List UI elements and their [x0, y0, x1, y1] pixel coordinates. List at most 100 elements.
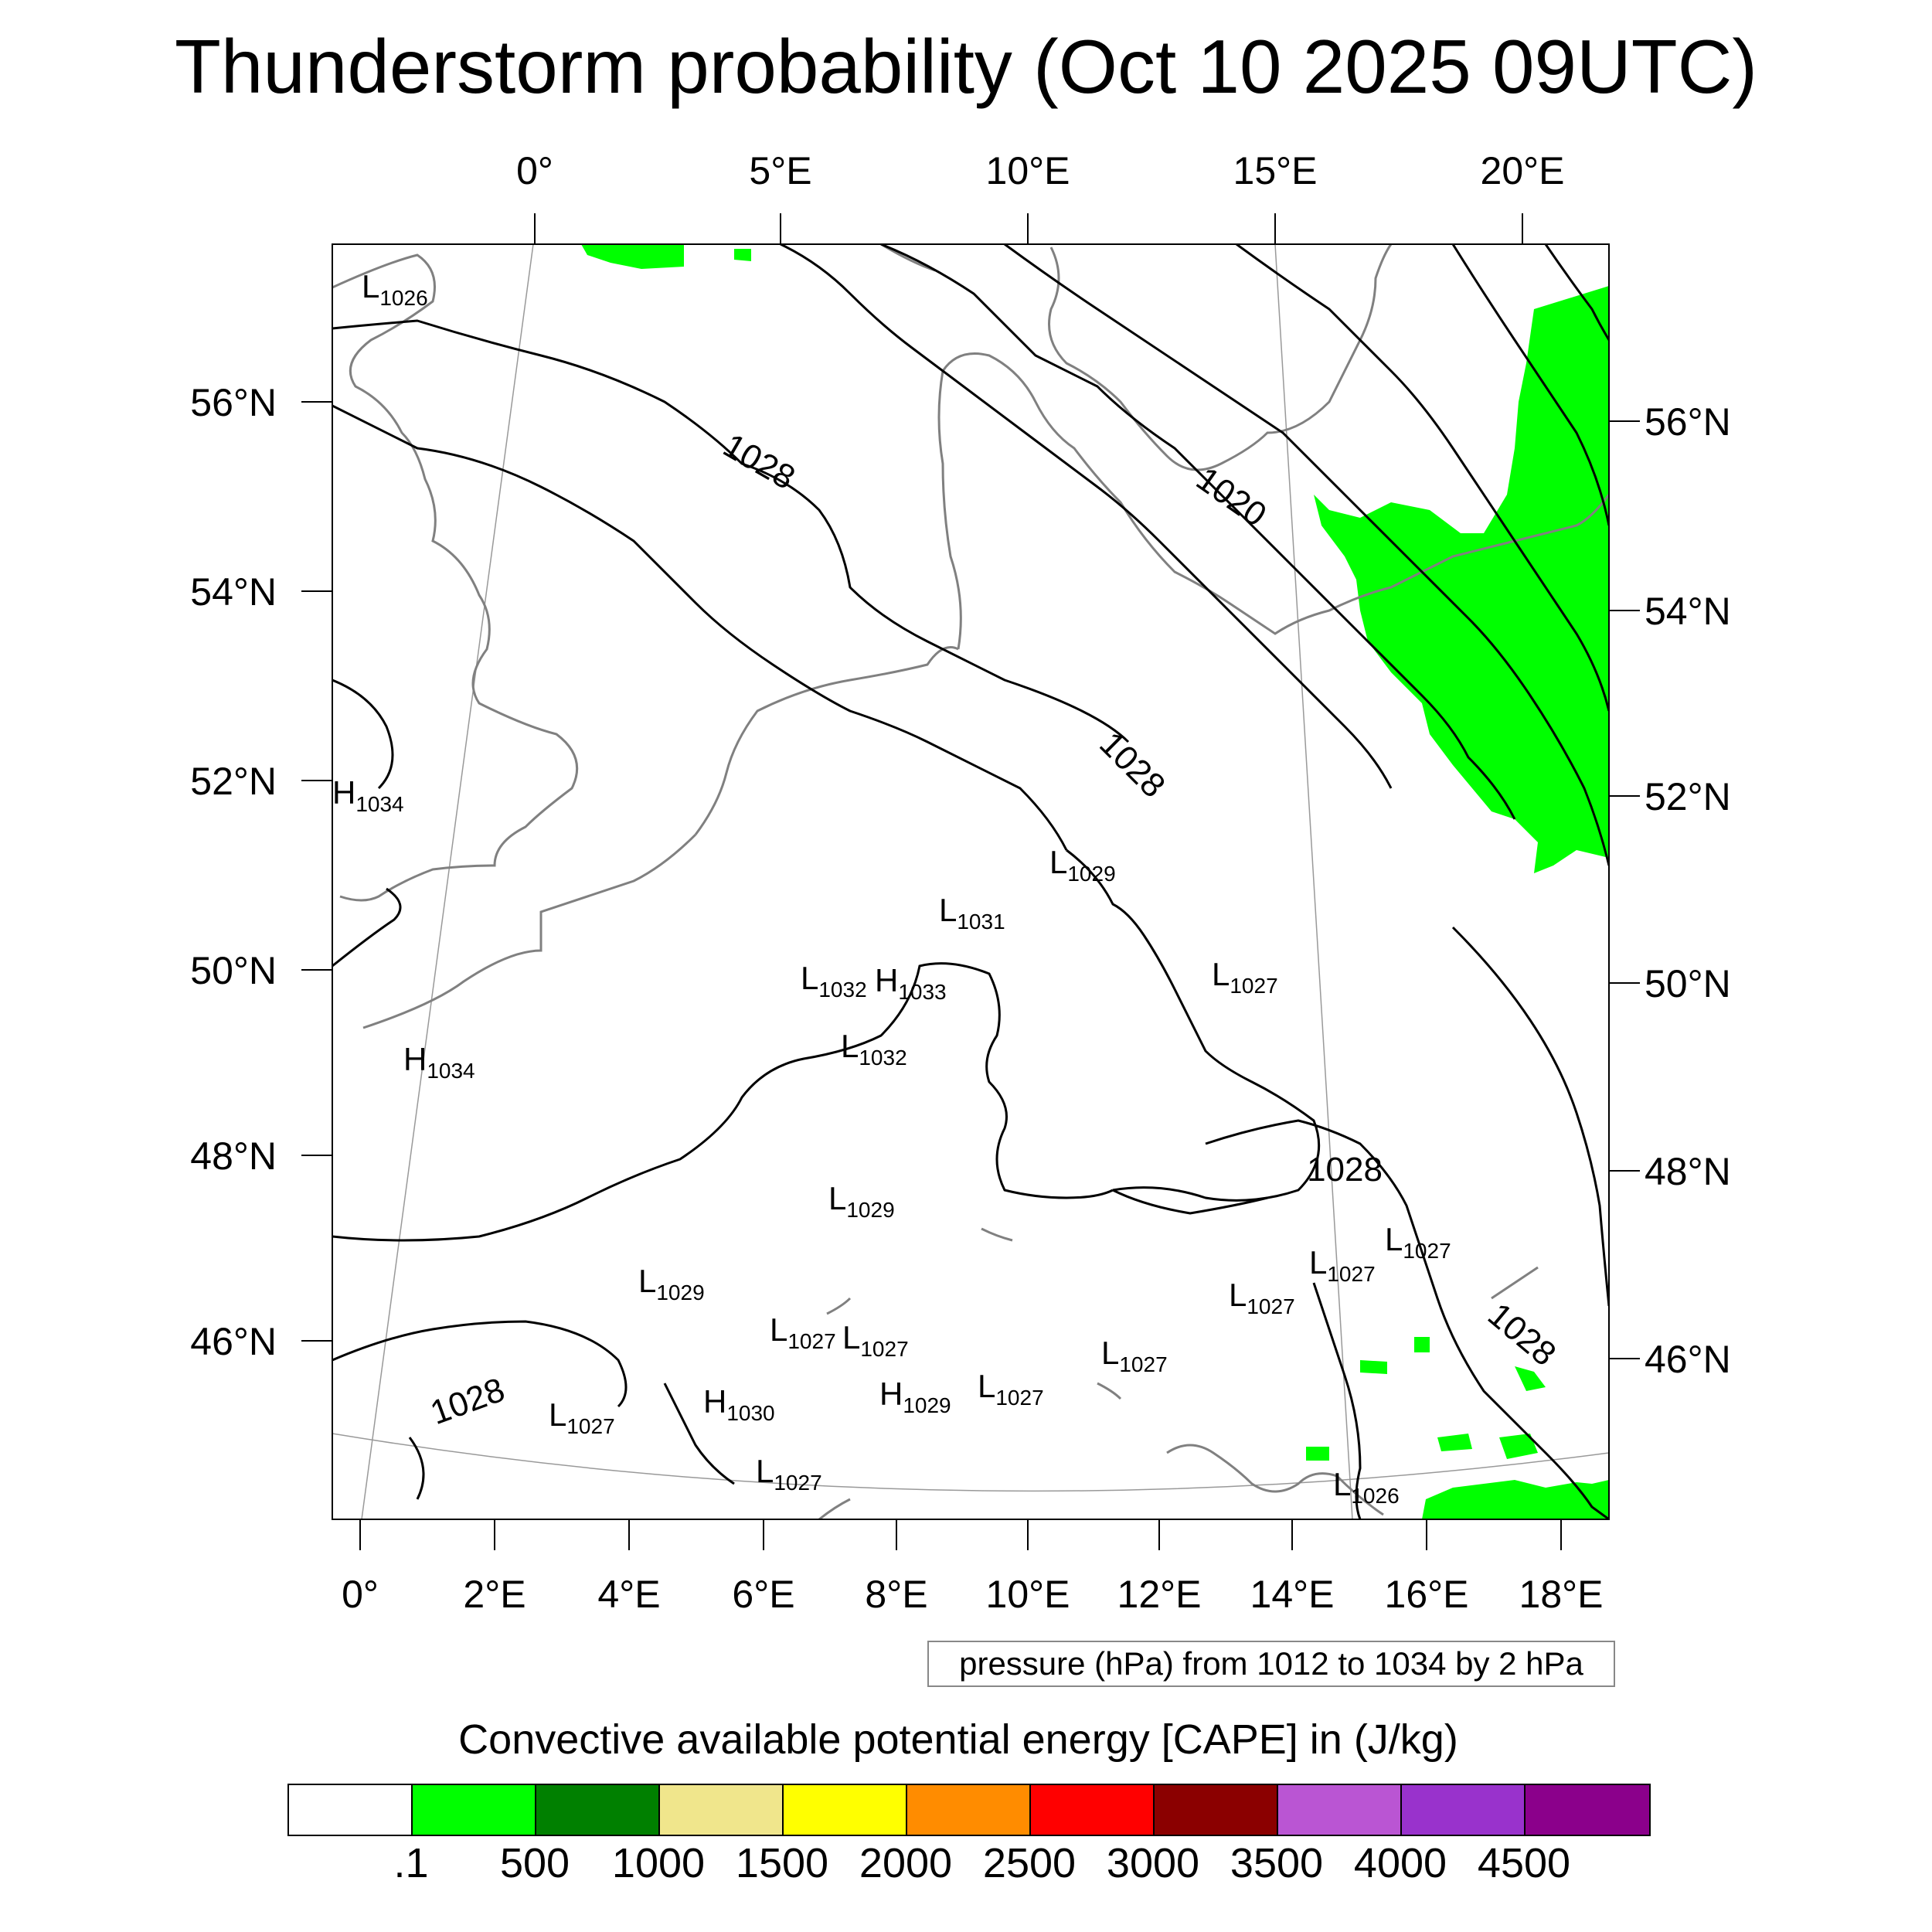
bottom-lon-label: 16°E	[1385, 1573, 1469, 1616]
cape-area-se5	[1414, 1337, 1430, 1352]
bottom-lon-label: 12°E	[1117, 1573, 1202, 1616]
cape-fill-layer	[581, 244, 1609, 1519]
left-lat-label: 56°N	[190, 381, 277, 424]
lake-4	[1097, 1382, 1122, 1400]
isobar-18	[408, 1437, 425, 1500]
cape-area-se	[1422, 1480, 1609, 1519]
isobar-19	[663, 1383, 735, 1485]
pressure-center-label: L1027	[756, 1453, 822, 1495]
colorbar-segment	[1278, 1785, 1402, 1835]
colorbar-segment	[784, 1785, 907, 1835]
coast-netherlands	[694, 646, 959, 835]
colorbar	[287, 1784, 1651, 1836]
isobar-3	[332, 679, 394, 790]
bottom-lon-label: 0°	[342, 1573, 379, 1616]
isobar-11	[1004, 244, 1609, 866]
coastlines	[332, 244, 1609, 1519]
colorbar-tick-label: 3500	[1230, 1840, 1324, 1886]
colorbar-segment	[1155, 1785, 1278, 1835]
lake-1	[981, 1227, 1013, 1242]
pressure-center-label: L1029	[638, 1263, 705, 1304]
pressure-center-label: L1026	[1333, 1466, 1400, 1508]
colorbar-segment	[289, 1785, 413, 1835]
pressure-center-label: L1029	[828, 1180, 895, 1222]
isobar-15	[1205, 1119, 1609, 1519]
bottom-lon-label: 6°E	[732, 1573, 794, 1616]
isobar-17	[1451, 926, 1609, 1307]
cape-area-se6	[1360, 1360, 1387, 1374]
isobar-1	[332, 319, 1130, 743]
right-lat-label: 54°N	[1645, 590, 1731, 633]
bottom-lon-label: 4°E	[597, 1573, 660, 1616]
cape-area-north-small	[734, 249, 751, 261]
pressure-center-label: H1034	[403, 1041, 475, 1083]
isobar-8	[332, 1320, 628, 1408]
pressure-center-label: L1027	[770, 1311, 836, 1353]
left-lat-label: 52°N	[190, 760, 277, 803]
top-lon-label: 10°E	[986, 149, 1070, 192]
parallel-45n	[332, 1433, 1609, 1492]
isobar-12	[1236, 244, 1609, 712]
isobar-7	[1112, 1189, 1268, 1215]
cape-area-north	[581, 244, 684, 269]
colorbar-segment	[1526, 1785, 1649, 1835]
colorbar-tick-label: 3000	[1106, 1840, 1200, 1886]
colorbar-tick-label: 1000	[611, 1840, 706, 1886]
meridian-0	[361, 244, 534, 1519]
left-lat-label: 48°N	[190, 1134, 277, 1178]
cape-area-se4	[1515, 1366, 1546, 1391]
bottom-lon-label: 8°E	[865, 1573, 927, 1616]
top-lon-label: 5°E	[749, 149, 811, 192]
lake-2	[826, 1297, 852, 1315]
isobar-10	[780, 244, 1393, 789]
plot-background	[332, 244, 1609, 1519]
pressure-center-label: L1032	[841, 1028, 907, 1070]
bottom-lon-label: 18°E	[1519, 1573, 1604, 1616]
pressure-center-label: H1034	[332, 774, 404, 816]
colorbar-segment	[413, 1785, 536, 1835]
colorbar-title: Convective available potential energy [C…	[458, 1716, 1458, 1763]
pressure-center-label: L1027	[1229, 1277, 1295, 1318]
right-lat-label: 50°N	[1645, 962, 1731, 1005]
pressure-centers: L1026 H1034 H1034 L1029 L1031 L1032 H103…	[332, 268, 1451, 1508]
colorbar-tick-label: 2500	[982, 1840, 1077, 1886]
isobar-16	[1312, 1282, 1362, 1519]
right-lat-labels: 56°N 54°N 52°N 50°N 48°N 46°N	[1645, 400, 1731, 1381]
colorbar-segment	[1402, 1785, 1526, 1835]
lake-3	[1491, 1266, 1539, 1300]
contour-label: 1028	[1307, 1151, 1383, 1189]
bottom-lon-label: 2°E	[463, 1573, 526, 1616]
coast-britain	[332, 253, 579, 902]
pressure-center-label: L1027	[978, 1368, 1044, 1410]
isobar-5	[332, 962, 1114, 1242]
bottom-lon-label: 14°E	[1250, 1573, 1335, 1616]
cape-area-east	[1314, 286, 1609, 873]
map-plot-area	[332, 244, 1609, 1519]
top-lon-labels: 0° 5°E 10°E 15°E 20°E	[516, 149, 1564, 192]
colorbar-tick-label: 1500	[735, 1840, 829, 1886]
pressure-center-label: H1029	[879, 1376, 951, 1417]
right-lat-label: 56°N	[1645, 400, 1731, 444]
coast-mediterranean	[818, 1498, 851, 1519]
isobar-14	[1544, 244, 1609, 341]
top-lon-label: 15°E	[1233, 149, 1318, 192]
pressure-center-label: H1033	[875, 962, 947, 1004]
isobar-2	[332, 404, 1068, 851]
coast-sweden	[1048, 244, 1393, 471]
plot-frame	[332, 243, 1610, 1520]
left-lat-label: 46°N	[190, 1320, 277, 1363]
lakes	[826, 1227, 1539, 1400]
pressure-center-label: L1032	[801, 960, 867, 1002]
cape-area-se7	[1306, 1447, 1329, 1461]
coast-denmark	[937, 352, 1609, 650]
isobar-4	[332, 887, 402, 968]
graticule	[332, 244, 1609, 1519]
left-lat-labels: 56°N 54°N 52°N 50°N 48°N 46°N	[190, 381, 277, 1363]
pressure-center-label: L1026	[362, 268, 428, 310]
right-lat-label: 52°N	[1645, 775, 1731, 818]
pressure-center-label: L1027	[1212, 956, 1278, 998]
colorbar-tick-label: 2000	[859, 1840, 953, 1886]
pressure-center-label: L1027	[1385, 1221, 1451, 1263]
